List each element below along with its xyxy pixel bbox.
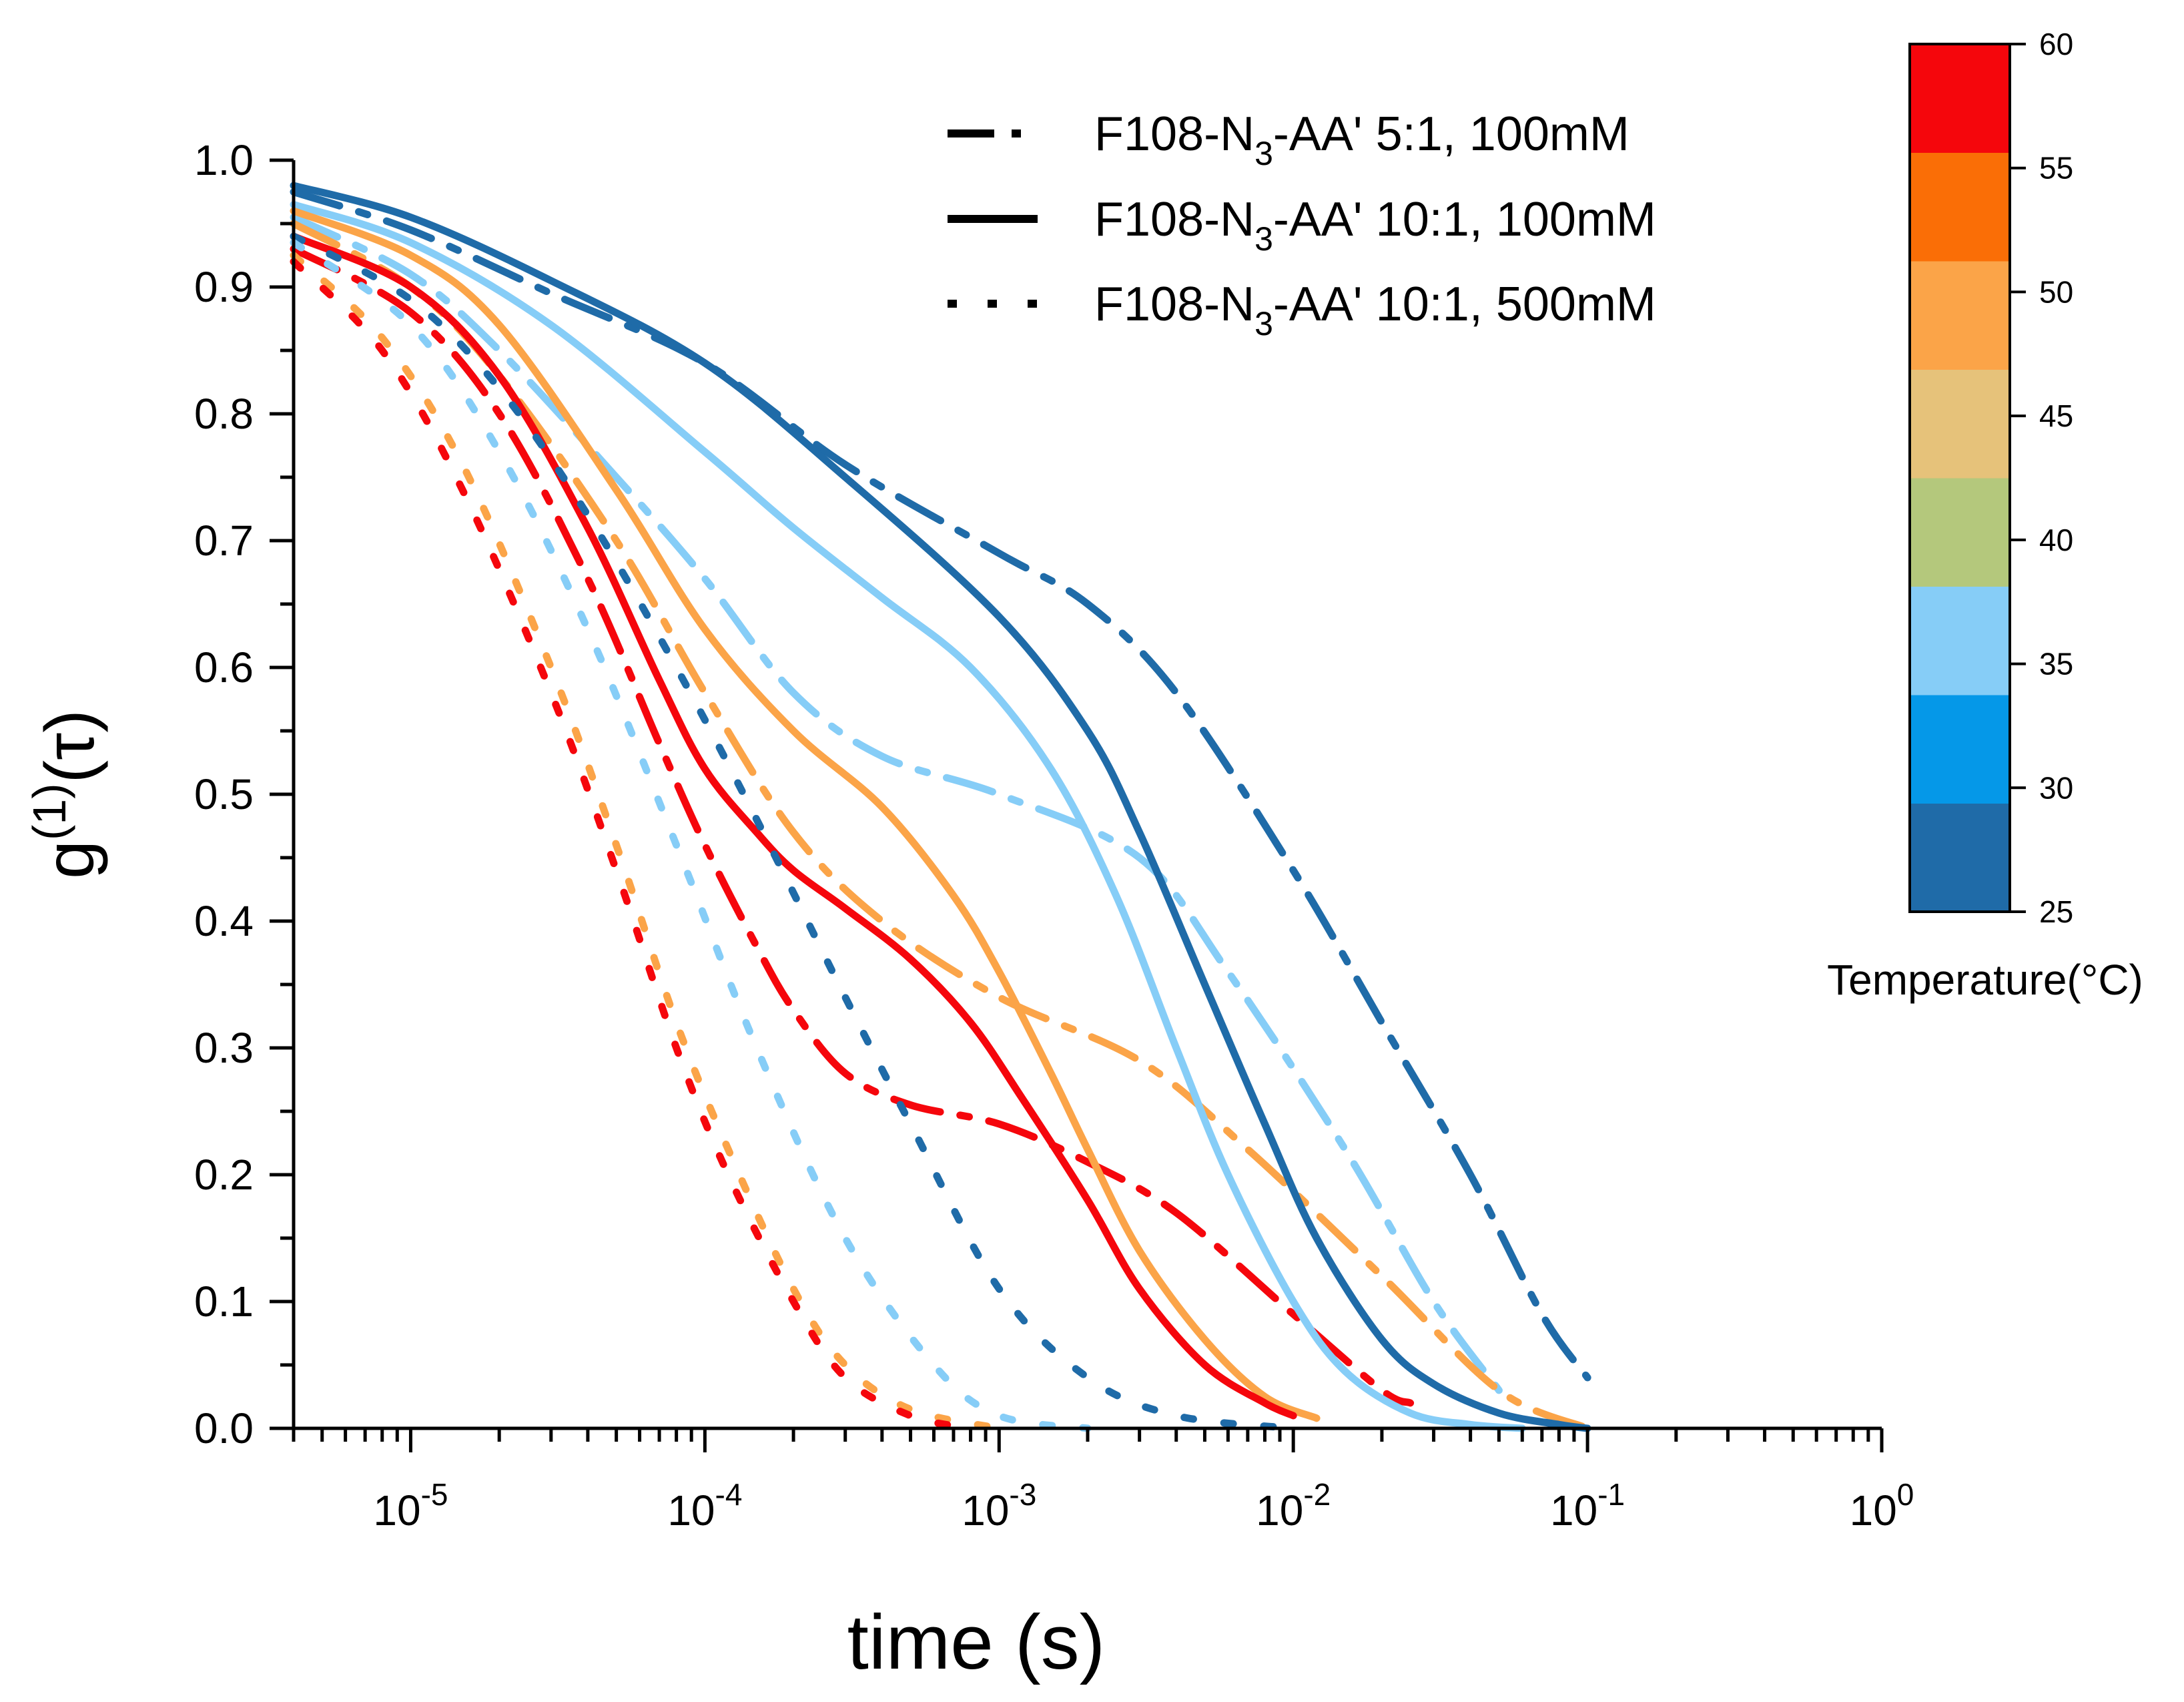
y-tick-label: 0.5 xyxy=(194,770,254,818)
colorbar-tick-label: 30 xyxy=(2039,770,2073,805)
x-tick-label-base: 10 xyxy=(1256,1486,1303,1534)
colorbar-block xyxy=(1910,803,2010,912)
x-tick-label-base: 10 xyxy=(1850,1486,1897,1534)
x-tick-label: 10-1 xyxy=(1550,1477,1625,1534)
colorbar-block xyxy=(1910,586,2010,695)
x-tick-label: 10-2 xyxy=(1256,1477,1331,1534)
x-tick-label: 10-4 xyxy=(667,1477,742,1534)
colorbar-block xyxy=(1910,369,2010,479)
y-tick-label: 1.0 xyxy=(194,136,254,184)
legend-label-solid: F108-N3-AA' 10:1, 100mM xyxy=(1094,193,1656,258)
colorbar: 25 30 35 40 45 50 55 60 Temperature(°C) xyxy=(1827,27,2143,1004)
series-line-4-solid xyxy=(290,182,1591,1432)
y-axis-label-tail: (τ) xyxy=(31,710,109,783)
y-tick-label: 0.2 xyxy=(194,1151,254,1199)
y-tick-label: 0.8 xyxy=(194,390,254,438)
series-line-10-dot xyxy=(290,252,1003,1432)
series-line-3-dashdot xyxy=(290,245,1415,1407)
legend: F108-N3-AA' 5:1, 100mM F108-N3-AA' 10:1,… xyxy=(948,107,1656,342)
x-tick-label: 10-3 xyxy=(962,1477,1036,1534)
x-tick-label: 100 xyxy=(1850,1477,1914,1534)
x-axis-label: time (s) xyxy=(847,1599,1106,1685)
y-tick-label: 0.3 xyxy=(194,1024,254,1072)
legend-label-dashdot: F108-N3-AA' 5:1, 100mM xyxy=(1094,107,1629,172)
colorbar-tick-label: 50 xyxy=(2039,274,2073,309)
x-tick-label-exp: -4 xyxy=(715,1477,743,1512)
x-tick-label-base: 10 xyxy=(667,1486,715,1534)
colorbar-tick-label: 60 xyxy=(2039,27,2073,61)
colorbar-block xyxy=(1910,44,2010,153)
x-tick-label-base: 10 xyxy=(1550,1486,1597,1534)
series-line-11-dot xyxy=(290,258,974,1432)
x-tick-label-exp: 0 xyxy=(1897,1477,1914,1512)
y-axis-ticks: 0.0 0.1 0.2 0.3 0.4 0.5 0.6 0.7 0.8 0.9 1.0 xyxy=(194,136,294,1452)
colorbar-tick-label: 55 xyxy=(2039,151,2073,186)
x-tick-label-exp: -3 xyxy=(1009,1477,1036,1512)
y-axis-label-base: g xyxy=(31,840,109,879)
y-tick-label: 0.1 xyxy=(194,1278,254,1326)
y-axis-label: g(1)(τ) xyxy=(23,710,109,879)
series-layer xyxy=(290,182,1591,1432)
colorbar-block xyxy=(1910,152,2010,262)
series-line-5-solid xyxy=(290,201,1526,1432)
colorbar-tick-label: 40 xyxy=(2039,523,2073,557)
legend-label-dot: F108-N3-AA' 10:1, 500mM xyxy=(1094,278,1656,342)
series-line-6-solid xyxy=(290,207,1321,1422)
axes-layer xyxy=(292,160,1882,1430)
series-line-0-dashdot xyxy=(290,188,1591,1382)
y-tick-label: 0.4 xyxy=(194,897,254,945)
x-axis-ticks: 10-5 10-4 10-3 10-2 10-1 100 xyxy=(292,1428,1914,1534)
colorbar-frame xyxy=(1908,43,2011,913)
colorbar-tick-label: 45 xyxy=(2039,398,2073,433)
x-tick-label-base: 10 xyxy=(373,1486,420,1534)
colorbar-tick-label: 35 xyxy=(2039,647,2073,681)
x-tick-label-exp: -1 xyxy=(1597,1477,1625,1512)
y-axis-label-sup: (1) xyxy=(23,783,75,840)
colorbar-tick-label: 25 xyxy=(2039,894,2073,929)
y-tick-label: 0.7 xyxy=(194,517,254,565)
colorbar-block xyxy=(1910,478,2010,587)
colorbar-title: Temperature(°C) xyxy=(1827,956,2143,1004)
series-line-1-dashdot xyxy=(290,214,1503,1394)
colorbar-blocks xyxy=(1910,44,2010,912)
series-line-2-dashdot xyxy=(290,220,1591,1432)
x-tick-label-exp: -5 xyxy=(421,1477,448,1512)
plot-axes-frame xyxy=(292,160,1882,1430)
x-tick-label-exp: -2 xyxy=(1303,1477,1331,1512)
y-tick-label: 0.6 xyxy=(194,643,254,691)
x-tick-label: 10-5 xyxy=(373,1477,448,1534)
y-tick-label: 0.9 xyxy=(194,263,254,311)
x-tick-label-base: 10 xyxy=(962,1486,1009,1534)
series-line-7-solid xyxy=(290,232,1297,1420)
colorbar-block xyxy=(1910,261,2010,370)
y-tick-label: 0.0 xyxy=(194,1404,254,1452)
colorbar-block xyxy=(1910,695,2010,804)
colorbar-ticks: 25 30 35 40 45 50 55 60 xyxy=(2010,27,2073,929)
series-line-9-dot xyxy=(290,239,1092,1432)
